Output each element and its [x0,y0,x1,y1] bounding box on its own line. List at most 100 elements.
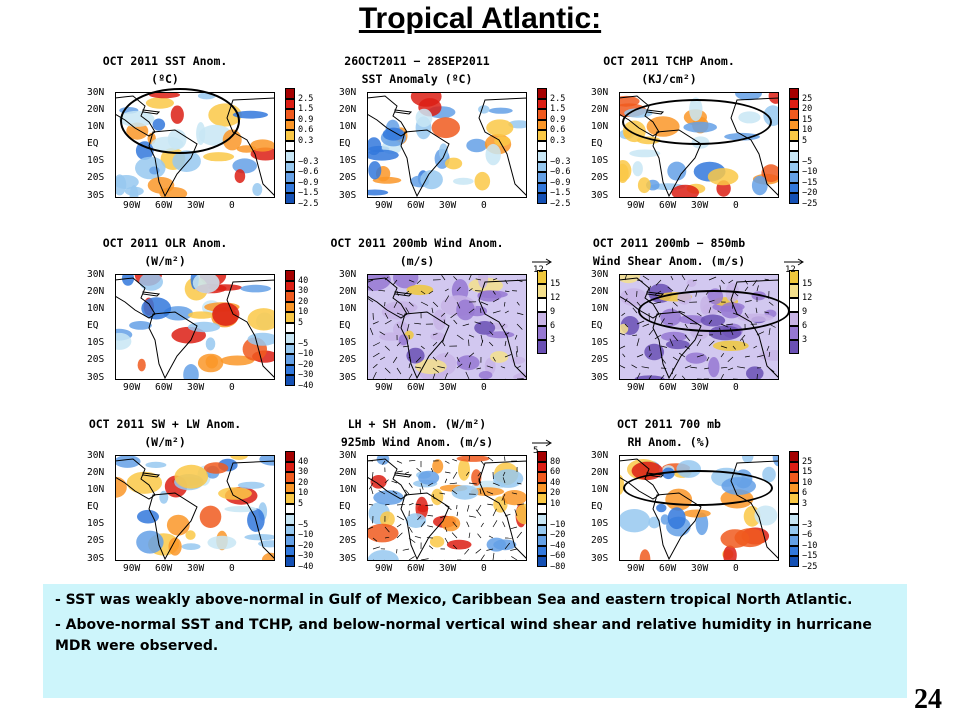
coastline [394,109,413,115]
anomaly-blob [632,161,643,177]
lon-label: 60W [659,200,677,211]
colorbar-swatch [285,98,295,109]
wind-vector [624,290,628,296]
lat-label: 30N [591,450,609,461]
lat-label: 20S [339,172,357,184]
colorbar-label: −5 [802,156,813,167]
colorbar-label: −2.5 [298,198,319,209]
wind-vector [468,308,475,314]
wind-vector [648,329,654,336]
anomaly-blob [511,356,526,364]
lat-label: 30S [591,552,609,564]
anomaly-map [115,274,275,380]
wind-vector [474,321,482,325]
wind-vector [396,342,401,347]
wind-vector [744,355,750,358]
wind-vector [405,307,410,314]
wind-vector [489,330,494,336]
wind-vector [408,502,414,506]
wind-vector [511,556,518,561]
reference-vector-arrow [532,439,552,447]
colorbar-swatch [285,343,295,354]
anomaly-blob [406,284,434,296]
anomaly-blob [415,108,433,128]
lat-label: EQ [339,320,351,332]
colorbar-label: −2.5 [550,198,571,209]
colorbar-swatch [537,326,547,340]
panel-subtitle: (W/m²) [144,254,186,268]
colorbar-swatch [537,535,547,546]
colorbar-swatch [285,354,295,365]
wind-vector [372,546,381,550]
anomaly-blob [141,297,172,320]
anomaly-blob [207,535,237,550]
colorbar-swatch [285,140,295,151]
anomaly-blob [671,184,699,198]
anomaly-blob [432,459,444,474]
colorbar-label: 6 [802,321,808,331]
anomaly-blob [451,485,479,500]
colorbar-label: 40 [550,477,561,488]
wind-vector [384,479,389,484]
wind-vector [756,285,759,292]
lon-label: 60W [407,200,425,211]
anomaly-blob [181,543,201,550]
panel-title: OCT 2011 200mb Wind Anom. [330,236,504,250]
colorbar-swatch [537,151,547,162]
anomaly-blob [720,529,750,548]
colorbar-swatch [285,514,295,525]
colorbar-swatch [789,451,799,462]
wind-vector [451,490,458,495]
wind-vector [720,374,724,380]
coastline [142,291,161,297]
anomaly-blob [185,530,196,540]
colorbar-swatch [789,119,799,130]
wind-vector [624,323,629,328]
wind-vector [744,279,748,285]
colorbar-label: 6 [802,488,808,498]
colorbar-label: 40 [298,456,309,467]
wind-vector [403,290,410,296]
wind-vector [456,356,460,362]
lat-label: 30N [591,87,609,98]
wind-vector [692,279,698,282]
wind-vector [619,345,626,350]
wind-vector [442,341,446,347]
anomaly-blob [456,299,475,321]
wind-vector [720,352,725,358]
wind-vector [502,521,506,528]
colorbar-label: −40 [298,380,314,391]
wind-vector [396,312,404,316]
wind-vector [440,312,446,317]
colorbar-label: −10 [802,167,818,177]
wind-vector [456,334,464,340]
wind-vector [468,288,473,292]
lat-label: 20N [339,467,357,479]
wind-vector [684,345,690,350]
anomaly-blob [240,284,271,293]
anomaly-blob [708,357,720,378]
colorbar-swatch [285,172,295,183]
anomaly-blob [212,302,240,326]
wind-vector [672,374,677,380]
colorbar-swatch [789,556,799,567]
colorbar-swatch [285,364,295,375]
wind-vector [487,503,494,506]
colorbar-label: 20 [550,488,561,498]
anomaly-blob [474,171,491,191]
wind-vector [396,460,403,464]
colorbar-swatch [285,472,295,483]
colorbar-swatch [285,333,295,344]
wind-vector [432,367,440,373]
lat-label: 30N [87,269,105,280]
colorbar-swatch [285,270,295,281]
lat-label: 10N [87,121,105,133]
lon-label: 30W [691,200,709,211]
wind-vector [727,367,734,371]
anomaly-blob [230,455,248,460]
anomaly-blob [456,455,490,462]
colorbar-swatch [537,298,547,312]
coastline [394,291,413,297]
lat-label: 20S [591,535,609,547]
anomaly-blob [368,161,382,180]
